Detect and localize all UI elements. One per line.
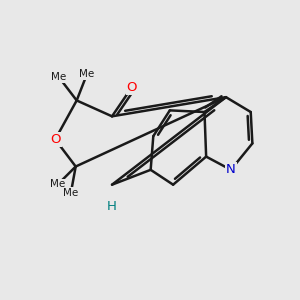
Text: Me: Me xyxy=(80,69,95,79)
Text: Me: Me xyxy=(63,188,78,198)
Text: H: H xyxy=(107,200,117,213)
Text: N: N xyxy=(226,163,236,176)
Text: Me: Me xyxy=(51,72,66,82)
Text: O: O xyxy=(50,133,61,146)
Text: O: O xyxy=(127,81,137,94)
Text: Me: Me xyxy=(50,179,65,189)
